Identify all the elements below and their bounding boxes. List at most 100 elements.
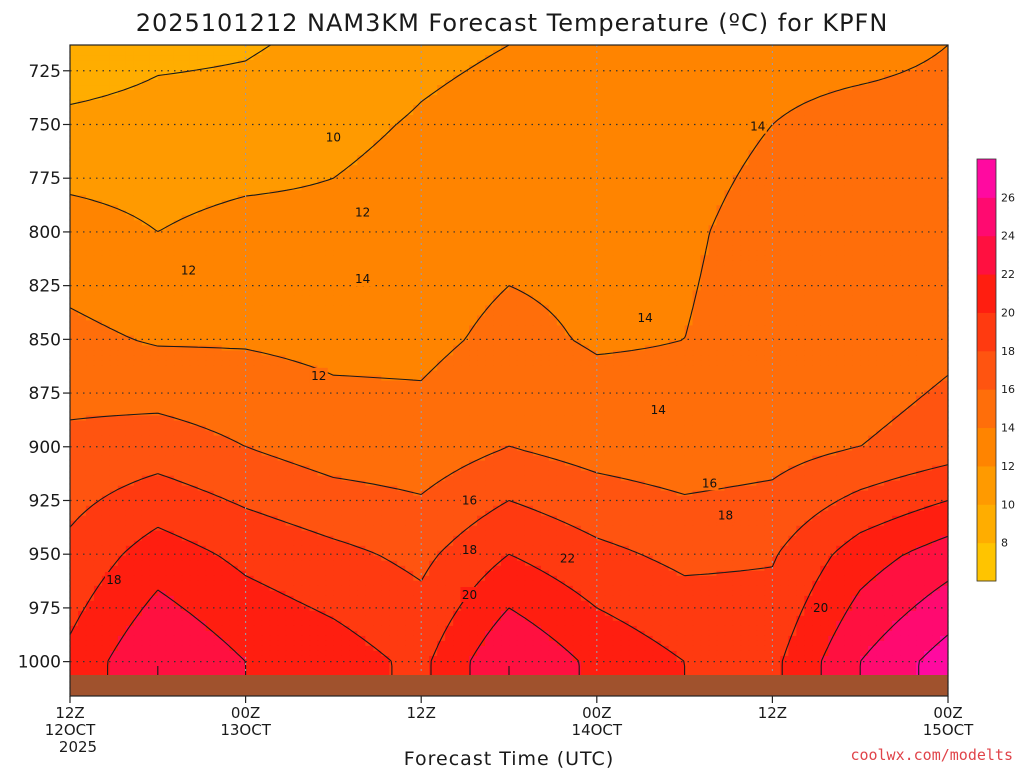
field-cell — [197, 250, 207, 256]
field-cell — [596, 235, 606, 241]
field-cell — [453, 70, 462, 76]
field-cell — [413, 115, 422, 121]
field-cell — [732, 105, 742, 111]
field-cell — [117, 65, 127, 71]
field-cell — [796, 115, 805, 121]
field-cell — [692, 135, 702, 141]
field-cell — [229, 255, 239, 261]
field-cell — [612, 245, 622, 251]
field-cell — [501, 175, 510, 181]
field-cell — [860, 90, 869, 96]
field-cell — [716, 195, 726, 201]
field-cell — [708, 110, 718, 116]
field-cell — [237, 250, 247, 256]
field-cell — [349, 235, 358, 241]
field-cell — [109, 105, 119, 111]
field-cell — [421, 165, 430, 171]
field-cell — [133, 50, 143, 56]
field-cell — [892, 235, 901, 241]
field-cell — [732, 220, 742, 226]
field-cell — [437, 195, 446, 201]
field-cell — [740, 80, 750, 86]
field-cell — [884, 260, 893, 266]
field-cell — [836, 195, 845, 201]
field-cell — [173, 225, 183, 231]
field-cell — [932, 135, 941, 141]
field-cell — [157, 100, 167, 106]
field-cell — [820, 130, 829, 136]
field-cell — [405, 200, 414, 206]
field-cell — [796, 210, 805, 216]
field-cell — [932, 190, 941, 196]
field-cell — [908, 165, 917, 171]
field-cell — [836, 215, 845, 221]
field-cell — [660, 145, 670, 151]
field-cell — [293, 55, 303, 61]
field-cell — [229, 115, 239, 121]
field-cell — [461, 110, 470, 116]
field-cell — [572, 255, 582, 261]
field-cell — [301, 195, 311, 201]
field-cell — [341, 265, 350, 271]
field-cell — [940, 125, 948, 131]
field-cell — [716, 220, 726, 226]
field-cell — [70, 235, 79, 241]
field-cell — [237, 180, 247, 186]
field-cell — [668, 105, 678, 111]
field-cell — [117, 245, 127, 251]
field-cell — [820, 235, 829, 241]
field-cell — [445, 195, 454, 201]
field-cell — [724, 50, 734, 56]
field-cell — [804, 140, 813, 146]
field-cell — [365, 200, 374, 206]
field-cell — [285, 140, 295, 146]
field-cell — [724, 135, 734, 141]
field-cell — [461, 250, 470, 256]
field-cell — [620, 190, 630, 196]
field-cell — [101, 115, 111, 121]
field-cell — [676, 160, 686, 166]
field-cell — [876, 135, 885, 141]
field-cell — [836, 175, 845, 181]
field-cell — [477, 220, 486, 226]
field-cell — [101, 250, 111, 256]
field-cell — [700, 115, 710, 121]
field-cell — [524, 55, 534, 61]
field-cell — [820, 195, 829, 201]
field-cell — [205, 140, 215, 146]
field-cell — [285, 75, 295, 81]
field-cell — [261, 95, 271, 101]
field-cell — [509, 65, 518, 71]
field-cell — [469, 195, 478, 201]
field-cell — [245, 260, 255, 266]
field-cell — [437, 115, 446, 121]
field-cell — [916, 115, 925, 121]
field-cell — [70, 50, 79, 56]
field-cell — [932, 50, 941, 56]
field-cell — [820, 105, 829, 111]
field-cell — [221, 195, 231, 201]
field-cell — [261, 225, 271, 231]
field-cell — [868, 95, 877, 101]
field-cell — [237, 220, 247, 226]
field-cell — [812, 245, 821, 251]
field-cell — [692, 125, 702, 131]
field-cell — [277, 165, 287, 171]
field-cell — [277, 110, 287, 116]
field-cell — [908, 240, 917, 246]
field-cell — [205, 245, 215, 251]
field-cell — [876, 105, 885, 111]
field-cell — [636, 85, 646, 91]
field-cell — [405, 70, 414, 76]
field-cell — [708, 155, 718, 161]
field-cell — [373, 175, 382, 181]
field-cell — [453, 85, 462, 91]
field-cell — [381, 185, 390, 191]
field-cell — [453, 95, 462, 101]
field-cell — [213, 70, 223, 76]
field-cell — [493, 80, 502, 86]
field-cell — [628, 225, 638, 231]
field-cell — [524, 120, 534, 126]
field-cell — [828, 105, 837, 111]
field-cell — [796, 90, 805, 96]
